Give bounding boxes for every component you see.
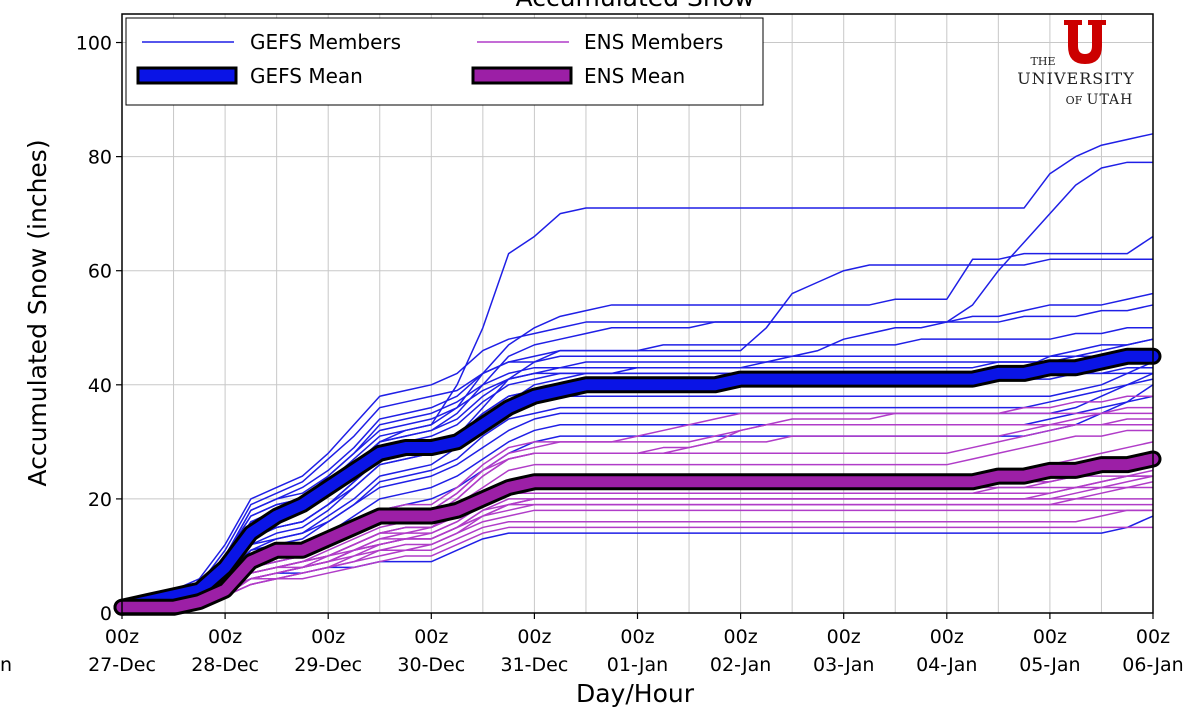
logo-university: UNIVERSITY — [1017, 69, 1135, 88]
y-tick-label: 80 — [88, 147, 112, 169]
y-tick-label: 0 — [100, 603, 112, 625]
legend-box — [125, 17, 764, 106]
legend-gefs-mean-label: GEFS Mean — [250, 64, 363, 88]
y-tick-label: 100 — [76, 33, 112, 55]
legend-ens-mean-swatch — [471, 66, 573, 85]
x-tick-label-date: 31-Dec — [500, 654, 568, 676]
gefs-member-line — [122, 515, 1154, 609]
gefs-mean-line — [116, 350, 1159, 613]
x-tick-label-date: 29-Dec — [294, 654, 362, 676]
x-tick-label-hour: 00z — [1033, 626, 1067, 648]
legend-ens-members-label: ENS Members — [584, 30, 723, 54]
ens-member-line — [122, 509, 1153, 609]
x-tick-label-hour: 00z — [827, 626, 861, 648]
x-tick-label-date: 30-Dec — [397, 654, 465, 676]
ens-member-line — [122, 526, 1153, 609]
x-tick-label-date: 02-Jan — [710, 654, 771, 676]
ens-member-line — [122, 475, 1153, 609]
utah-u-mark-icon — [1064, 20, 1106, 64]
y-tick-label: 60 — [88, 261, 112, 283]
gefs-member-line — [122, 361, 1154, 609]
x-tick-label-hour: 00z — [724, 626, 758, 648]
logo-the: THE — [1031, 55, 1056, 68]
x-tick-label-date: 27-Dec — [88, 654, 156, 676]
x-tick-label-date: 04-Jan — [916, 654, 977, 676]
x-axis-title: Day/Hour — [576, 679, 695, 708]
gefs-member-line — [121, 292, 1154, 608]
legend-gefs-mean-swatch — [136, 66, 238, 85]
x-tick-label-hour: 00z — [414, 626, 448, 648]
y-axis-title: Accumulated Snow (inches) — [23, 139, 52, 486]
x-tick-label-date: 05-Jan — [1019, 654, 1080, 676]
gefs-member-line — [122, 378, 1154, 609]
x-tick-label-hour: 00z — [105, 626, 139, 648]
y-tick-label: 20 — [88, 489, 112, 511]
chart-title: Accumulated Snow — [516, 0, 755, 12]
x-tick-label-date: 01-Jan — [607, 654, 668, 676]
logo-utah: UTAH — [1087, 92, 1134, 108]
mean-series — [113, 347, 1162, 616]
x-tick-label-hour: 00z — [517, 626, 551, 648]
x-tick-label-date: 28-Dec — [191, 654, 259, 676]
axis-ticks: 0 20 40 60 80 100 00z 27-Dec 00z 28-Dec 00z 29-Dec 0… — [76, 33, 1184, 676]
x-tick-label-hour: 00z — [930, 626, 964, 648]
university-of-utah-logo: THE UNIVERSITY OF UTAH — [1017, 20, 1135, 108]
x-tick-label-hour: 00z — [208, 626, 242, 648]
gefs-member-line — [121, 355, 1153, 609]
x-tick-label-date: 03-Jan — [813, 654, 874, 676]
gefs-member-line — [121, 327, 1153, 609]
x-tick-label-hour: 00z — [1136, 626, 1170, 648]
x-tick-label-hour: 00z — [311, 626, 345, 648]
ens-mean-line — [116, 453, 1159, 613]
legend: GEFS Members ENS Members GEFS Mean ENS M… — [125, 17, 764, 106]
x-tick-label-hour: 00z — [620, 626, 654, 648]
legend-gefs-members-label: GEFS Members — [250, 30, 401, 54]
logo-of: OF — [1066, 94, 1083, 107]
ens-member-line — [122, 475, 1154, 609]
y-tick-label: 40 — [88, 375, 112, 397]
left-edge-tick-fragment: n — [0, 654, 12, 676]
legend-ens-mean-label: ENS Mean — [584, 64, 685, 88]
x-tick-label-date: 06-Jan — [1122, 654, 1183, 676]
